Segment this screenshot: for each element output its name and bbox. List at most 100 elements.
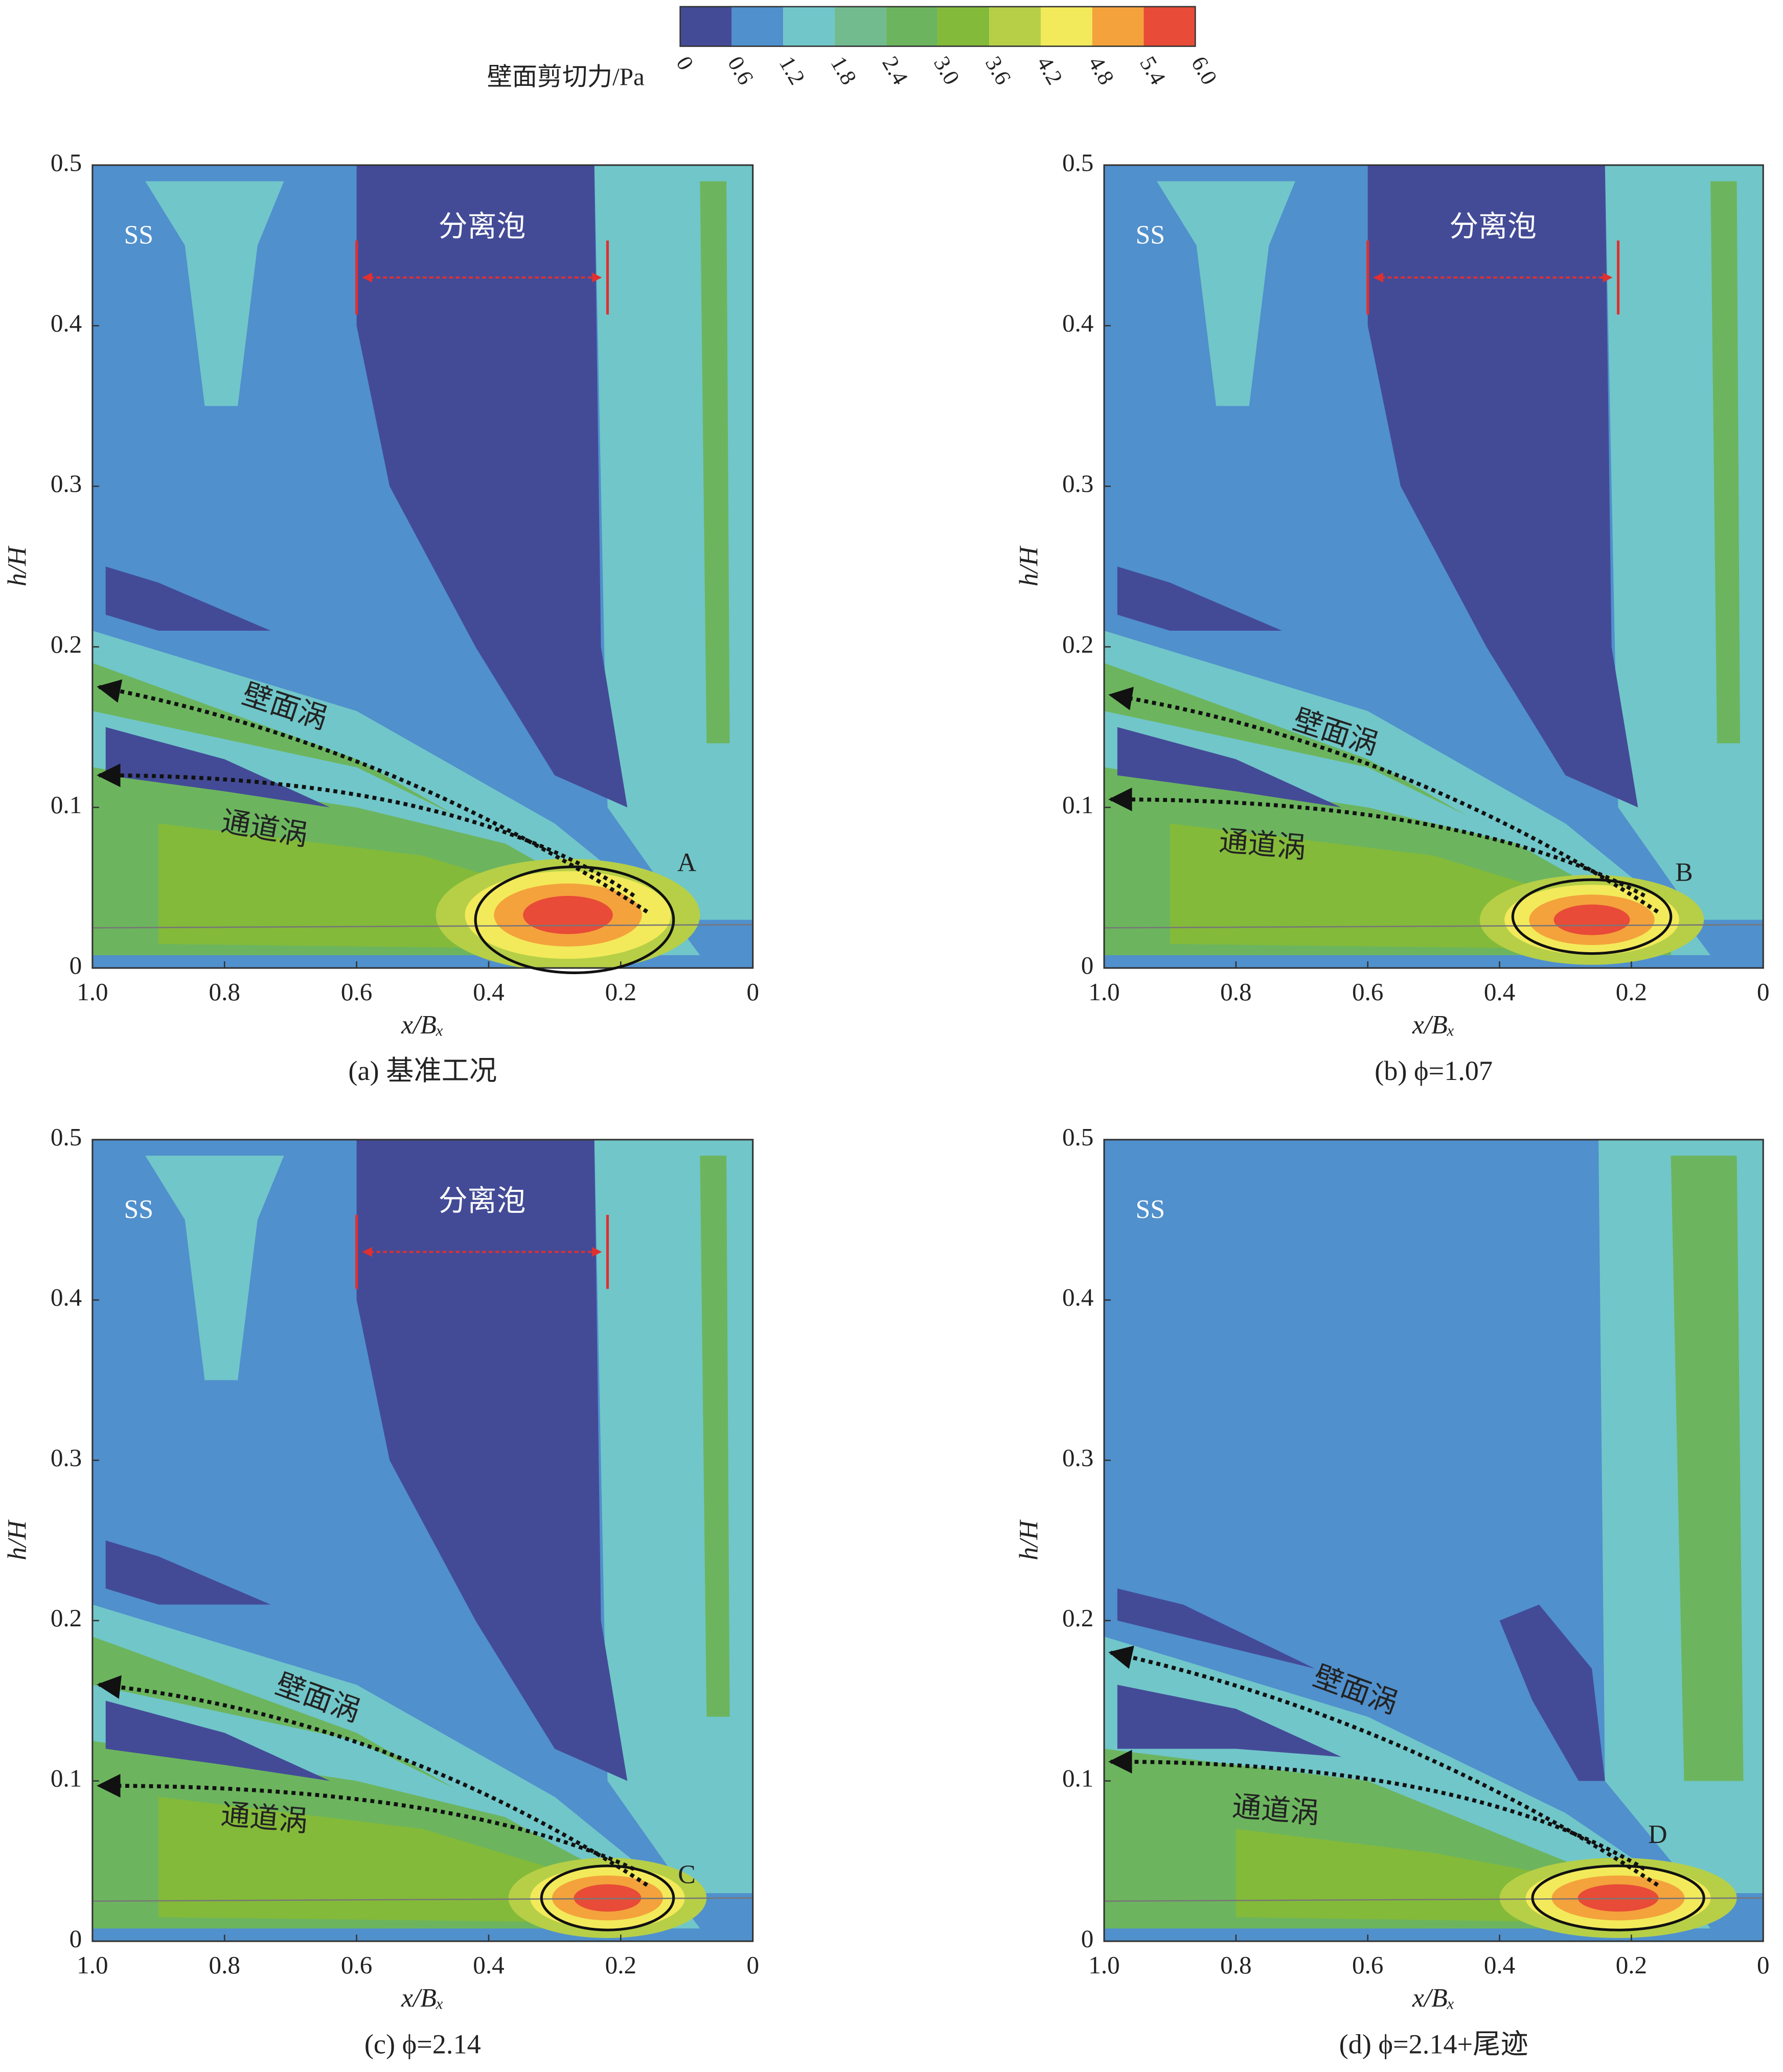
- y-axis-label: h/H: [3, 1520, 32, 1560]
- contour-region: [105, 1540, 271, 1605]
- y-tick-label: 0.2: [1062, 1604, 1093, 1632]
- y-tick-label: 0.4: [1062, 309, 1093, 337]
- y-axis-label: h/H: [1015, 1520, 1044, 1560]
- panel-caption: (c) ϕ=2.14: [364, 2029, 481, 2059]
- passage-vortex-label: 通道涡: [220, 1799, 309, 1838]
- point-label: A: [677, 848, 696, 878]
- x-tick-label: 1.0: [1088, 1951, 1119, 1979]
- bubble-label: 分离泡: [439, 1185, 525, 1217]
- colorbar-swatch: [886, 7, 938, 47]
- y-tick-label: 0.2: [51, 1604, 82, 1632]
- contour-region: [1367, 165, 1638, 808]
- contour-region: [105, 566, 271, 631]
- x-tick-label: 1.0: [1088, 978, 1119, 1006]
- point-label: C: [678, 1860, 695, 1890]
- contour-region: [700, 1156, 730, 1717]
- x-tick-label: 0: [1757, 1951, 1770, 1979]
- contour-region: [1671, 1156, 1744, 1781]
- highlight-ellipse: [474, 865, 675, 974]
- contour-region: [105, 727, 330, 808]
- y-tick-label: 0.4: [1062, 1283, 1093, 1311]
- x-tick-label: 0.2: [1616, 1951, 1647, 1979]
- y-tick-label: 0: [1081, 951, 1094, 979]
- passage-vortex-label: 通道涡: [1231, 1790, 1320, 1830]
- contour-region: [92, 1685, 522, 1822]
- colorbar-swatch: [783, 7, 835, 47]
- contour-region: [1117, 1588, 1315, 1669]
- y-tick-label: 0.1: [51, 1764, 82, 1792]
- x-tick-label: 0.4: [1484, 978, 1515, 1006]
- panel-caption: (a) 基准工况: [348, 1055, 497, 1086]
- colorbar-tick-label: 2.4: [877, 52, 913, 89]
- contour-region: [594, 165, 753, 920]
- contour-region: [356, 1139, 628, 1781]
- contour-region: [1605, 165, 1764, 920]
- y-tick-label: 0: [70, 951, 82, 979]
- contour-field: [1104, 1139, 1764, 1942]
- wall-vortex-path: [97, 679, 649, 914]
- colorbar-frame: [679, 6, 1196, 47]
- surface-label: SS: [124, 1195, 153, 1224]
- contour-region: [1117, 727, 1342, 808]
- y-tick-label: 0.5: [1062, 148, 1093, 176]
- contour-region: [1117, 1685, 1342, 1757]
- colorbar-tick-label: 4.2: [1032, 52, 1068, 89]
- passage-vortex-path: [1108, 787, 1646, 897]
- hub-line: [92, 1897, 753, 1902]
- x-tick-label: 0.8: [209, 978, 240, 1006]
- colorbar-swatch: [1092, 7, 1144, 47]
- x-tick-label: 0: [746, 978, 759, 1006]
- contour-region: [92, 711, 522, 848]
- y-tick-label: 0.5: [51, 1123, 82, 1151]
- colorbar-label: 壁面剪切力/Pa: [487, 62, 645, 90]
- passage-vortex-label: 通道涡: [1218, 825, 1307, 865]
- y-tick-label: 0.3: [51, 470, 82, 498]
- y-tick-label: 0: [70, 1924, 82, 1952]
- x-axis-label: x/Bₓ: [1412, 1984, 1455, 2013]
- point-label: D: [1648, 1820, 1667, 1849]
- x-tick-label: 0.4: [1484, 1951, 1515, 1979]
- passage-vortex-path: [97, 763, 635, 897]
- y-tick-label: 0.2: [51, 630, 82, 658]
- passage-vortex-path: [97, 1774, 635, 1871]
- y-axis-label: h/H: [3, 545, 32, 586]
- bubble-label: 分离泡: [1449, 211, 1536, 243]
- panel-caption: (b) ϕ=1.07: [1375, 1055, 1493, 1086]
- point-label: B: [1675, 858, 1693, 887]
- colorbar-swatch: [938, 7, 990, 47]
- x-tick-label: 0.2: [605, 978, 636, 1006]
- contour-region: [1157, 181, 1295, 406]
- contour-region: [145, 1156, 284, 1380]
- colorbar-tick-label: 5.4: [1135, 52, 1171, 89]
- colorbar-tick-label: 1.8: [826, 52, 862, 89]
- surface-label: SS: [1135, 220, 1164, 249]
- contour-region: [145, 181, 284, 406]
- contour-plot: 1.0 0.8 0.6 0.4 0.2 0 0 0.1 0.2 0.3 0.4 0.5 x/Bₓ h/H (…: [1015, 148, 1770, 1086]
- contour-field: [1104, 165, 1764, 968]
- passage-vortex-path: [1108, 1749, 1646, 1871]
- plot-frame: [92, 164, 754, 969]
- y-tick-label: 0.5: [51, 148, 82, 176]
- colorbar-tick-label: 0.6: [723, 52, 759, 89]
- colorbar-tick-label: 6.0: [1186, 52, 1222, 89]
- x-tick-label: 0: [1757, 978, 1770, 1006]
- contour-region: [105, 1700, 330, 1781]
- wall-vortex-path: [1108, 1645, 1659, 1887]
- x-tick-label: 0.4: [473, 978, 504, 1006]
- y-tick-label: 0.1: [1062, 791, 1093, 819]
- y-tick-label: 0.2: [1062, 630, 1093, 658]
- contour-region: [1104, 960, 1764, 968]
- bubble-label: 分离泡: [439, 211, 525, 243]
- contour-region: [1104, 711, 1533, 848]
- x-tick-label: 0.6: [341, 1951, 372, 1979]
- y-tick-label: 0.4: [51, 1283, 82, 1311]
- x-tick-label: 0.4: [473, 1951, 504, 1979]
- hub-line: [92, 924, 753, 929]
- x-axis-label: x/Bₓ: [1412, 1010, 1455, 1040]
- plot-frame: [92, 1139, 754, 1942]
- colorbar-tick-label: 3.0: [929, 52, 965, 89]
- contour-region: [1499, 1604, 1605, 1781]
- x-tick-label: 1.0: [77, 1951, 108, 1979]
- highlight-ellipse: [1511, 878, 1673, 955]
